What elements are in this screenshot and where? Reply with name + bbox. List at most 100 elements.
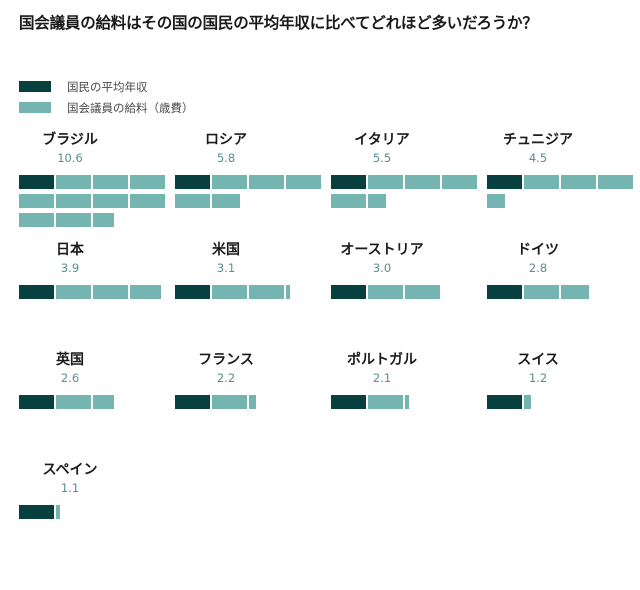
country-row: ブラジル 10.6 ロシア 5.8 イタリア 5.5 チュニジア 4.5	[0, 132, 640, 242]
unit-block-row	[19, 212, 171, 227]
country-value: 2.1	[372, 370, 392, 385]
legend-swatch-light	[19, 102, 51, 113]
country-cell[interactable]: ポルトガル 2.1	[312, 352, 468, 414]
page-title: 国会議員の給料はその国の国民の平均年収に比べてどれほど多いだろうか？	[19, 14, 538, 32]
unit-block-row	[331, 284, 483, 299]
unit-block-row	[487, 284, 639, 299]
unit-block-mp	[19, 193, 54, 208]
country-cell[interactable]: ブラジル 10.6	[0, 132, 165, 232]
country-cell[interactable]: ロシア 5.8	[156, 132, 321, 213]
unit-blocks	[487, 174, 639, 208]
unit-blocks	[487, 284, 639, 299]
country-name: チュニジア	[503, 132, 573, 148]
country-value: 3.1	[216, 260, 236, 275]
unit-block-mp	[331, 193, 366, 208]
unit-block-row	[19, 193, 171, 208]
unit-block-row	[19, 174, 171, 189]
country-row: スペイン 1.1	[0, 462, 640, 572]
unit-blocks	[175, 284, 327, 299]
unit-block-mp	[249, 284, 284, 299]
unit-block-row	[331, 174, 483, 189]
unit-block-mp	[56, 394, 91, 409]
unit-block-mp	[249, 394, 256, 409]
unit-block-mp	[175, 193, 210, 208]
legend-swatch-dark	[19, 81, 51, 92]
country-value: 2.2	[216, 370, 236, 385]
country-cell[interactable]: 日本 3.9	[0, 242, 161, 304]
country-name: イタリア	[354, 132, 410, 148]
unit-block-mp	[405, 394, 409, 409]
unit-block-mp	[93, 284, 128, 299]
unit-block-mp	[56, 193, 91, 208]
unit-block-citizen	[19, 394, 54, 409]
unit-block-mp	[19, 212, 54, 227]
unit-blocks	[331, 174, 483, 208]
unit-block-row	[175, 394, 327, 409]
unit-block-citizen	[19, 504, 54, 519]
unit-blocks	[331, 284, 483, 299]
unit-block-mp	[93, 212, 114, 227]
unit-block-citizen	[331, 394, 366, 409]
unit-block-mp	[93, 394, 114, 409]
unit-block-mp	[598, 174, 633, 189]
country-cell[interactable]: フランス 2.2	[156, 352, 312, 414]
unit-block-mp	[524, 284, 559, 299]
unit-block-citizen	[487, 394, 522, 409]
unit-block-mp	[130, 284, 161, 299]
unit-block-mp	[56, 212, 91, 227]
unit-block-mp	[212, 284, 247, 299]
country-cell[interactable]: チュニジア 4.5	[468, 132, 633, 213]
unit-block-mp	[524, 174, 559, 189]
unit-blocks	[175, 174, 327, 208]
unit-block-mp	[93, 174, 128, 189]
legend-item-mp-salary: 国会議員の給料（歳費）	[19, 99, 194, 116]
unit-block-mp	[56, 174, 91, 189]
country-value: 2.6	[60, 370, 80, 385]
unit-block-mp	[487, 193, 505, 208]
unit-block-row	[175, 284, 327, 299]
country-cell[interactable]: スイス 1.2	[468, 352, 624, 414]
country-cell[interactable]: オーストリア 3.0	[312, 242, 468, 304]
country-cell[interactable]: 米国 3.1	[156, 242, 312, 304]
unit-blocks	[19, 394, 171, 409]
country-grid: ブラジル 10.6 ロシア 5.8 イタリア 5.5 チュニジア 4.5 日本 3.9 米国 3.1 オ…	[0, 132, 640, 572]
unit-block-citizen	[175, 394, 210, 409]
unit-blocks	[487, 394, 639, 409]
unit-block-citizen	[175, 284, 210, 299]
country-value: 5.5	[372, 150, 392, 165]
unit-blocks	[19, 174, 171, 227]
country-value: 2.8	[528, 260, 548, 275]
country-name: ロシア	[205, 132, 247, 148]
unit-block-mp	[286, 174, 321, 189]
legend-label-citizen-income: 国民の平均年収	[67, 79, 148, 94]
unit-block-mp	[561, 174, 596, 189]
unit-block-row	[19, 394, 171, 409]
country-name: フランス	[198, 352, 254, 368]
unit-block-mp	[286, 284, 290, 299]
unit-block-mp	[561, 284, 589, 299]
unit-block-mp	[212, 193, 240, 208]
country-name: ドイツ	[517, 242, 559, 258]
chart-legend: 国民の平均年収 国会議員の給料（歳費）	[19, 78, 194, 120]
country-name: ブラジル	[42, 132, 98, 148]
country-value: 3.9	[60, 260, 80, 275]
country-value: 10.6	[57, 150, 83, 165]
unit-block-citizen	[175, 174, 210, 189]
unit-block-mp	[368, 394, 403, 409]
unit-block-mp	[249, 174, 284, 189]
unit-block-mp	[368, 193, 386, 208]
country-cell[interactable]: ドイツ 2.8	[468, 242, 624, 304]
unit-block-mp	[212, 394, 247, 409]
unit-block-row	[19, 504, 171, 519]
country-cell[interactable]: スペイン 1.1	[0, 462, 156, 524]
country-row: 英国 2.6 フランス 2.2 ポルトガル 2.1 スイス 1.2	[0, 352, 640, 462]
country-row: 日本 3.9 米国 3.1 オーストリア 3.0 ドイツ 2.8	[0, 242, 640, 352]
unit-block-citizen	[19, 174, 54, 189]
unit-block-row	[175, 174, 327, 189]
unit-block-mp	[130, 174, 165, 189]
country-cell[interactable]: 英国 2.6	[0, 352, 156, 414]
country-value: 1.1	[60, 480, 80, 495]
country-cell[interactable]: イタリア 5.5	[312, 132, 477, 213]
unit-block-citizen	[331, 284, 366, 299]
country-name: スイス	[517, 352, 559, 368]
